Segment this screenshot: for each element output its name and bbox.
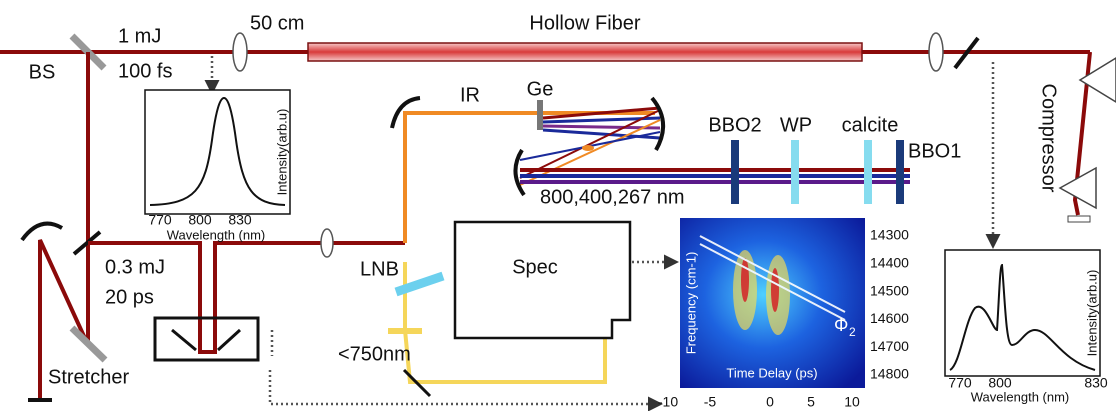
page-body: Compressor	[0, 0, 1116, 411]
tick-label: 830	[1084, 375, 1108, 391]
lens	[321, 229, 333, 257]
label: IR	[460, 84, 480, 106]
shape	[741, 258, 749, 302]
label: BBO2	[708, 114, 761, 136]
label: LNB	[360, 258, 399, 280]
mirror	[172, 330, 196, 350]
axis-label: Time Delay (ps)	[726, 365, 817, 380]
waveplate	[791, 140, 799, 204]
label: Stretcher	[48, 366, 129, 388]
axis-label: Frequency (cm-1)	[683, 252, 698, 355]
tick-label: 14300	[870, 227, 909, 243]
spectrometer	[455, 222, 630, 338]
axis-label: Intensity(arb.u)	[274, 109, 289, 196]
shape	[543, 130, 660, 138]
axis-label: Wavelength (nm)	[971, 389, 1070, 404]
tick-label: 14700	[870, 338, 909, 354]
hollow-fiber	[308, 43, 862, 61]
tick-label: 770	[948, 375, 972, 391]
filter	[388, 328, 422, 334]
tick-label: 770	[148, 212, 172, 228]
axis-label: Wavelength (nm)	[167, 227, 266, 242]
tick-label: 14500	[870, 282, 909, 298]
label: 1 mJ	[118, 25, 161, 47]
label: Spec	[512, 256, 558, 278]
setup-diagram: Compressor	[0, 0, 1116, 411]
curved-mirror	[515, 150, 524, 195]
label: calcite	[842, 114, 899, 136]
calcite	[864, 140, 872, 204]
tick-label: 5	[807, 394, 815, 410]
label: 20 ps	[105, 286, 154, 308]
label: Ge	[527, 78, 554, 100]
label: BS	[29, 61, 56, 83]
curved-mirror	[22, 224, 62, 240]
label: 50 cm	[250, 12, 304, 34]
inset-frame	[945, 250, 1100, 376]
tick-label: -10	[658, 394, 678, 410]
tick-label: 830	[228, 212, 252, 228]
phase-label: Φ	[834, 315, 848, 335]
mirror	[218, 330, 240, 350]
label: Hollow Fiber	[529, 12, 640, 34]
tick-label: 800	[988, 375, 1012, 391]
label: Compressor	[1038, 84, 1060, 193]
lens	[233, 33, 247, 71]
shape	[582, 145, 594, 151]
tick-label: 10	[844, 394, 860, 410]
label: <750nm	[338, 343, 411, 365]
label: 0.3 mJ	[105, 256, 165, 278]
phase-subscript: 2	[849, 325, 856, 339]
tick-label: 0	[766, 394, 774, 410]
axis-label: Intensity(arb.u)	[1084, 270, 1099, 357]
ge-plate	[537, 100, 543, 130]
bbo1	[896, 140, 904, 204]
label: WP	[780, 114, 812, 136]
tick-label: 14600	[870, 310, 909, 326]
tick-label: 14800	[870, 366, 909, 382]
lens	[929, 33, 943, 71]
label: BBO1	[908, 140, 961, 162]
bbo2	[731, 140, 739, 204]
label: 100 fs	[118, 60, 172, 82]
tick-label: -5	[704, 394, 717, 410]
tick-label: 14400	[870, 255, 909, 271]
page: Optical setup {"labels": {"bs": "BS", "e…	[0, 0, 1116, 411]
arrow	[270, 370, 660, 404]
mirror	[1068, 216, 1090, 222]
label: 800,400,267 nm	[540, 186, 685, 208]
tick-label: 800	[188, 212, 212, 228]
